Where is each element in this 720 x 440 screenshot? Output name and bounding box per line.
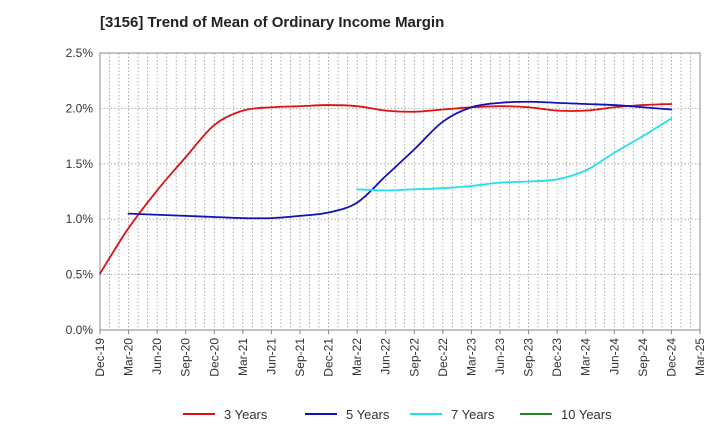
- axis-layer: 0.0% 0.5% 1.0% 1.5% 2.0% 2.5% Dec-19 Mar-20 Jun-…: [66, 46, 707, 377]
- x-tick-label: Dec-23: [550, 338, 564, 377]
- grid-layer: [100, 52, 700, 330]
- y-tick-label: 2.5%: [66, 46, 94, 60]
- chart-title: [3156] Trend of Mean of Ordinary Income …: [100, 14, 445, 31]
- legend-label-3-years: 3 Years: [224, 407, 268, 422]
- x-tick-label: Jun-24: [607, 338, 621, 375]
- y-tick-label: 0.0%: [66, 323, 94, 337]
- x-tick-label: Sep-20: [179, 338, 193, 377]
- y-tick-label: 1.5%: [66, 157, 94, 171]
- series-layer: [99, 100, 673, 275]
- series-line-3-years: [99, 103, 673, 275]
- x-tick-label: Mar-23: [464, 338, 478, 376]
- legend-label-5-years: 5 Years: [346, 407, 390, 422]
- x-tick-label: Mar-22: [350, 338, 364, 376]
- x-tick-label: Jun-23: [493, 338, 507, 375]
- x-tick-label: Jun-22: [379, 338, 393, 375]
- x-tick-label: Sep-21: [293, 338, 307, 377]
- legend-layer: 3 Years 5 Years 7 Years 10 Years: [183, 407, 612, 422]
- x-tick-label: Sep-24: [636, 338, 650, 377]
- x-tick-label: Sep-23: [522, 338, 536, 377]
- y-tick-label: 2.0%: [66, 101, 94, 115]
- y-tick-label: 0.5%: [66, 268, 94, 282]
- series-line-5-years: [127, 100, 673, 220]
- plot-area-border: [99, 52, 701, 331]
- x-tick-label: Dec-19: [93, 338, 107, 377]
- x-tick-label: Mar-25: [693, 338, 707, 376]
- x-tick-label: Dec-21: [322, 338, 336, 377]
- x-tick-label: Dec-20: [207, 338, 221, 377]
- x-tick-label: Jun-21: [264, 338, 278, 375]
- x-tick-label: Sep-22: [407, 338, 421, 377]
- legend-label-10-years: 10 Years: [561, 407, 612, 422]
- x-tick-label: Jun-20: [150, 338, 164, 375]
- y-tick-label: 1.0%: [66, 212, 94, 226]
- x-tick-label: Dec-24: [664, 338, 678, 377]
- x-tick-label: Mar-21: [236, 338, 250, 376]
- x-tick-label: Dec-22: [436, 338, 450, 377]
- series-line-7-years: [356, 117, 673, 192]
- x-tick-label: Mar-24: [579, 338, 593, 376]
- x-tick-label: Mar-20: [122, 338, 136, 376]
- legend-label-7-years: 7 Years: [451, 407, 495, 422]
